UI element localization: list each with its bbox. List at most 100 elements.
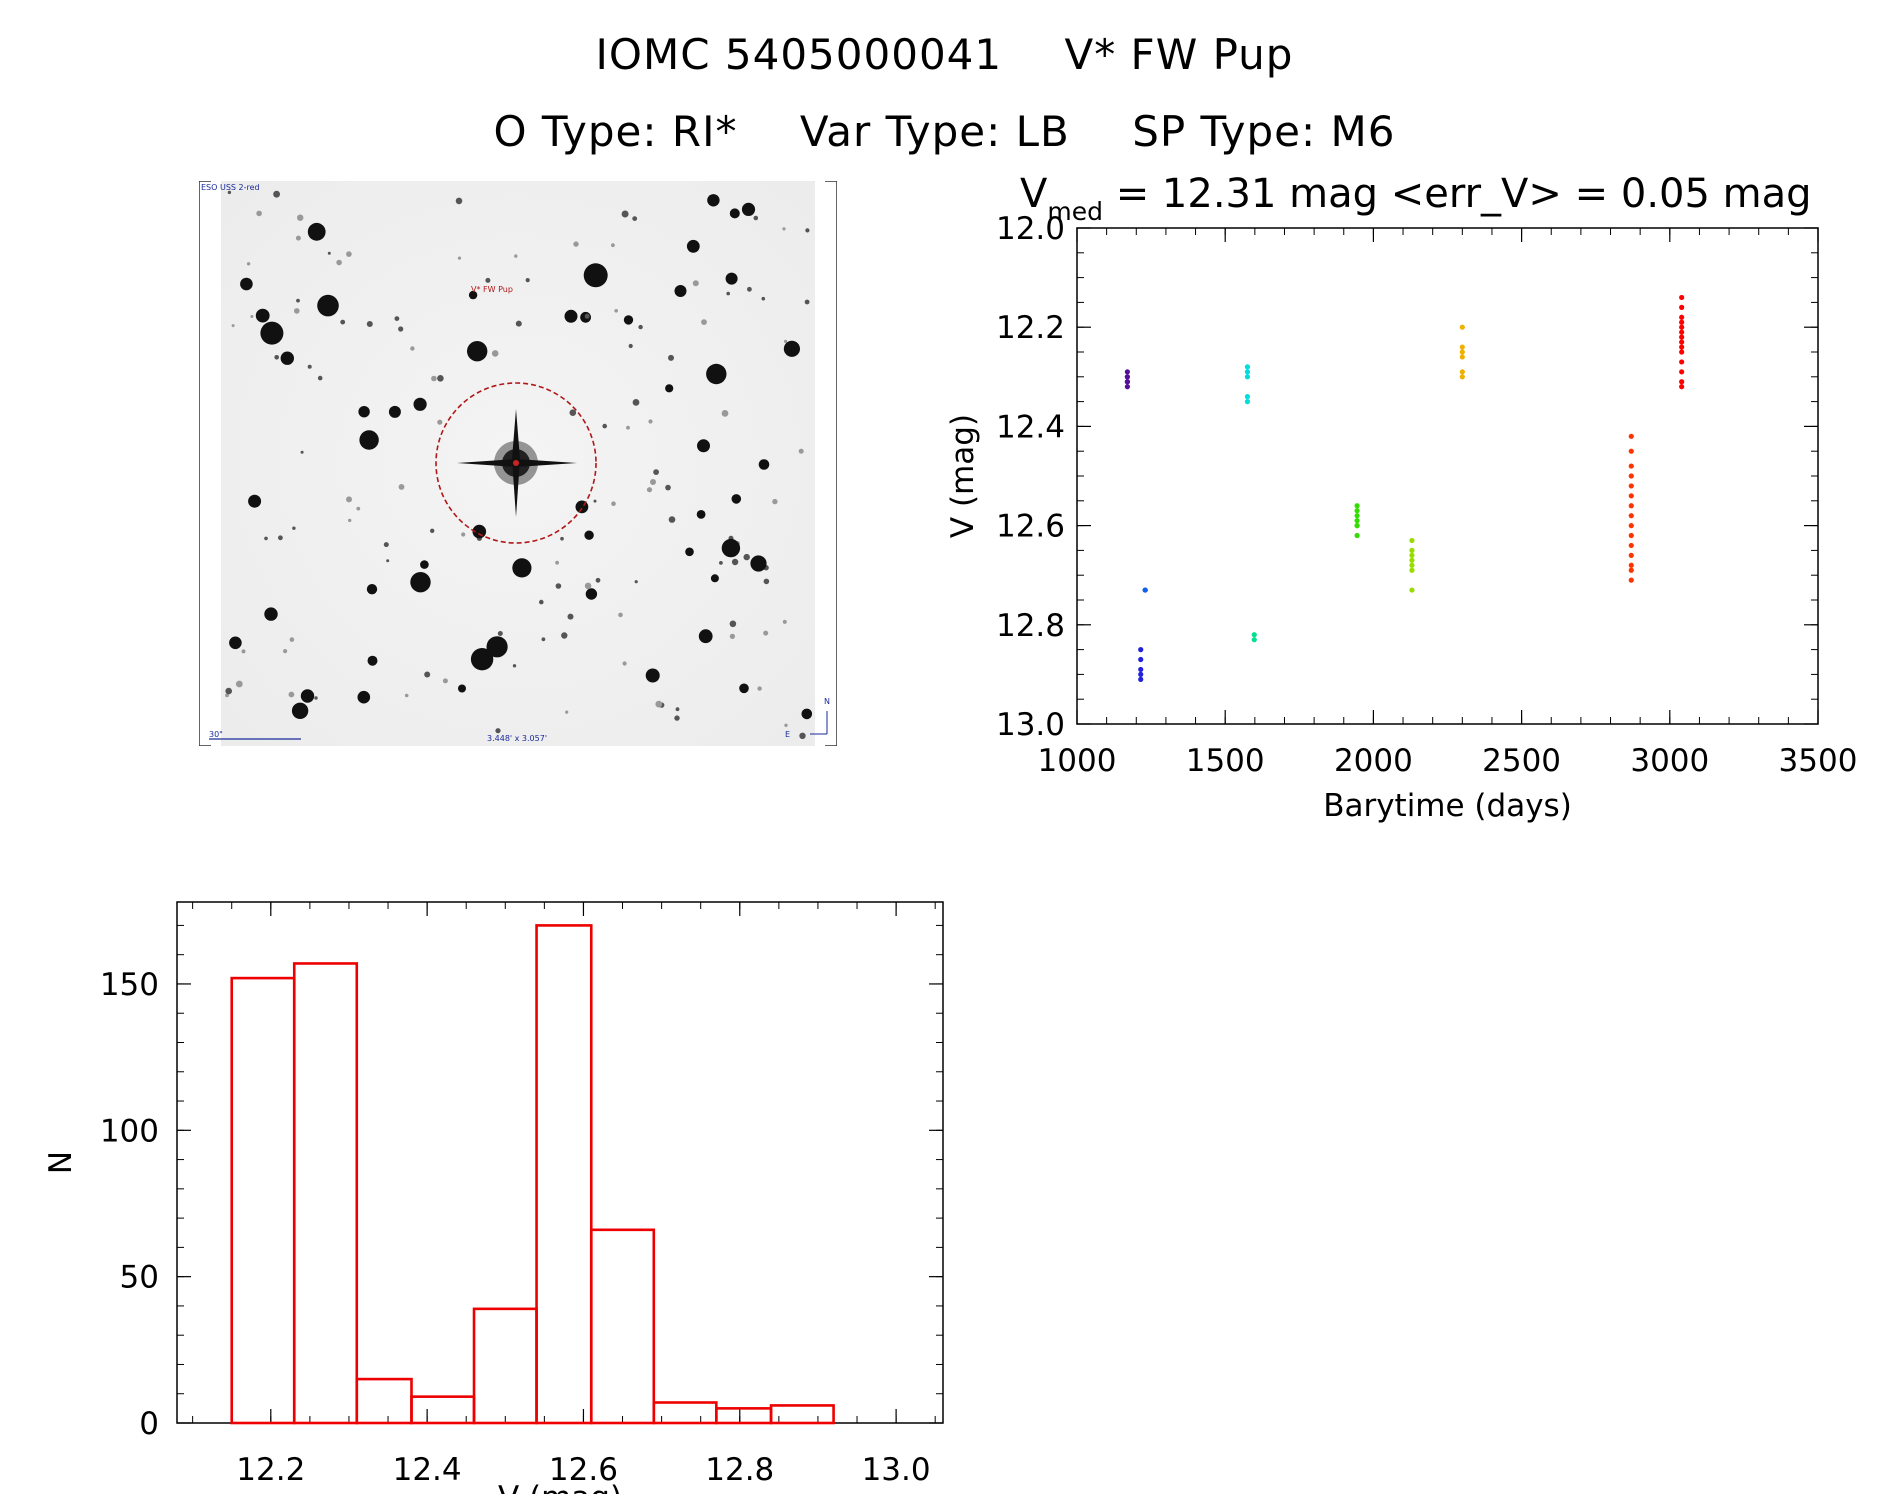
field-star (467, 341, 488, 362)
data-point (1679, 339, 1685, 345)
svg-text:E: E (785, 730, 790, 739)
field-star (394, 316, 400, 321)
field-star (618, 612, 623, 618)
field-star (539, 599, 544, 605)
field-star (555, 583, 562, 589)
field-star (240, 277, 253, 291)
x-tick-label: 1500 (1186, 743, 1265, 779)
field-star (348, 518, 352, 523)
plot-frame (1076, 227, 1819, 725)
y-tick-label: 150 (100, 967, 159, 1003)
field-star (634, 580, 638, 584)
field-star (398, 484, 405, 490)
page-title-line2: O Type: RI* Var Type: LB SP Type: M6 (0, 107, 1889, 156)
light-curve-chart: 1000 1500 2000 2500 3000 3500 12.0 12.2 12.4 12.6… (945, 171, 1857, 824)
field-star (729, 208, 740, 219)
field-star (674, 285, 687, 297)
data-point (1244, 364, 1251, 370)
field-star (584, 530, 594, 540)
data-point (1409, 557, 1415, 563)
field-star (665, 384, 674, 393)
field-star (292, 526, 296, 530)
data-series (1124, 369, 1130, 390)
data-point (1459, 374, 1465, 380)
data-point (1124, 384, 1130, 390)
field-star (706, 363, 727, 385)
field-star (541, 637, 546, 642)
data-point (1679, 384, 1685, 390)
field-star (388, 405, 401, 418)
field-star (772, 498, 778, 505)
field-star (227, 190, 232, 195)
data-point (1679, 369, 1685, 375)
data-point (1628, 493, 1634, 499)
field-star (584, 313, 590, 319)
data-series (1244, 364, 1251, 405)
data-point (1459, 369, 1465, 375)
field-star (367, 655, 378, 666)
page-title-line1: IOMC 5405000041 V* FW Pup (0, 30, 1889, 79)
data-point (1679, 379, 1685, 385)
data-point (1628, 567, 1634, 573)
field-star (804, 299, 810, 305)
field-star (458, 684, 466, 693)
svg-text:N: N (824, 697, 830, 706)
field-star (398, 326, 404, 332)
histogram-bar (472, 1307, 538, 1425)
field-star (491, 350, 499, 357)
y-axis-label: V (mag) (945, 414, 981, 538)
y-tick-label: 12.4 (996, 409, 1065, 445)
field-star (359, 430, 379, 450)
histogram-bar (535, 924, 593, 1425)
field-star (437, 419, 443, 425)
field-star (296, 298, 300, 303)
field-star (674, 715, 680, 721)
data-point (1628, 552, 1634, 558)
x-tick-label: 2000 (1334, 743, 1413, 779)
field-star (461, 532, 466, 537)
histogram-bar (355, 1377, 413, 1425)
data-point (1628, 542, 1634, 549)
field-star (782, 227, 786, 231)
finder-stars (225, 190, 813, 739)
data-point (1679, 319, 1685, 325)
field-star (685, 547, 694, 557)
field-star (611, 501, 616, 507)
data-point (1244, 394, 1251, 400)
data-point (1628, 503, 1634, 509)
field-star (420, 560, 429, 569)
field-star (561, 632, 568, 639)
data-point (1679, 294, 1685, 301)
data-point (1124, 379, 1130, 385)
field-star (512, 664, 517, 668)
field-star (300, 450, 304, 454)
field-star (648, 419, 653, 424)
field-star (743, 553, 750, 561)
field-star (719, 561, 723, 565)
data-point (1679, 344, 1685, 350)
data-point (1409, 562, 1415, 568)
field-star (229, 636, 242, 650)
field-star (801, 708, 813, 720)
y-tick-label: 100 (100, 1113, 159, 1149)
field-star (675, 707, 680, 712)
field-star (255, 308, 270, 323)
field-star (798, 448, 804, 454)
field-star (486, 636, 508, 658)
data-series (1679, 294, 1685, 390)
field-star (231, 324, 235, 328)
field-star (346, 496, 352, 503)
field-star (565, 710, 569, 714)
data-point (1124, 374, 1130, 380)
histogram-bar (769, 1404, 835, 1425)
data-point (1354, 513, 1360, 519)
object-name: V* FW Pup (1064, 30, 1294, 79)
x-tick-label: 2500 (1482, 743, 1561, 779)
data-point (1354, 532, 1360, 539)
data-point (1459, 324, 1465, 330)
y-tick-label: 12.6 (996, 509, 1065, 545)
data-point (1138, 671, 1144, 678)
field-star (741, 202, 756, 216)
field-star (632, 399, 640, 406)
